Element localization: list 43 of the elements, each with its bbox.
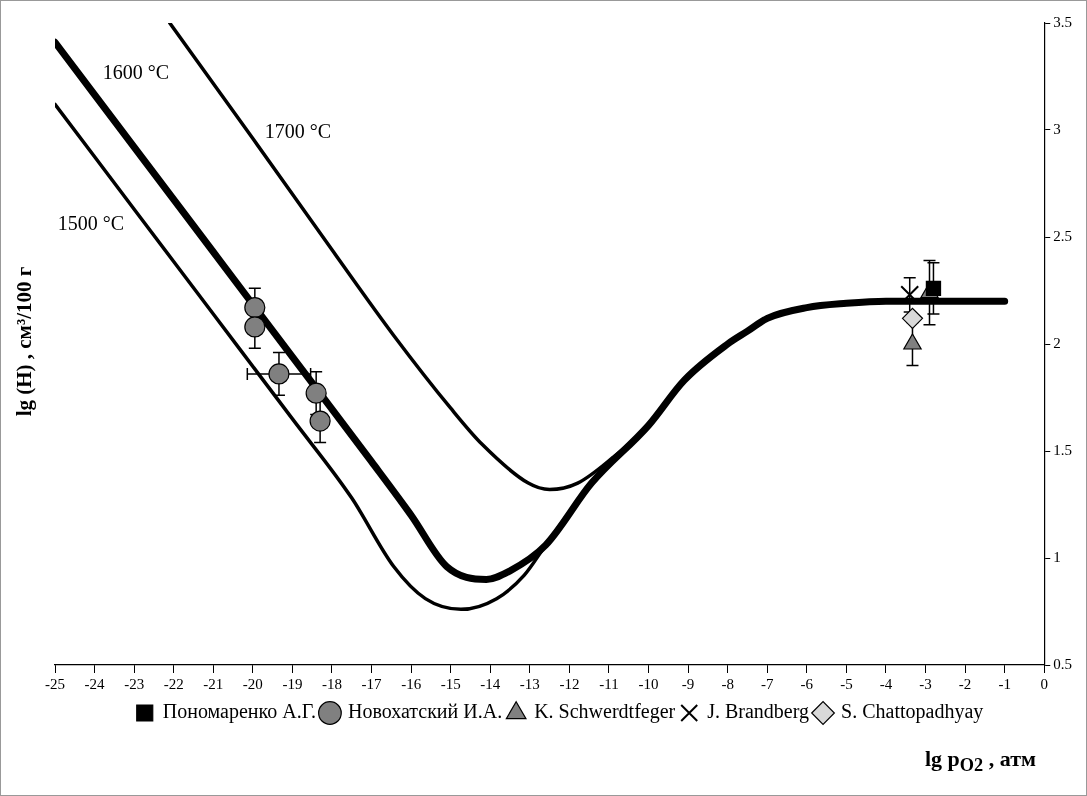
legend-label: S. Chattopadhyay [841,700,984,724]
x-tick-label: -15 [440,675,461,692]
y-tick-label: 1 [1053,548,1061,565]
x-tick-label: -24 [84,675,106,692]
x-tick-label: -18 [321,675,342,692]
x-tick-label: -16 [401,675,422,692]
y-tick-label: 3 [1053,120,1061,137]
x-tick-label: -10 [638,675,659,692]
x-tick-label: -20 [242,675,263,692]
legend-label: K. Schwerdtfeger [534,700,676,724]
x-tick-label: -6 [800,675,814,692]
x-tick-label: -4 [879,675,893,692]
y-tick-label: 1.5 [1053,441,1072,458]
x-tick-label: -9 [681,675,695,692]
y-axis-title: lg (H) , см³/100 г [12,266,38,416]
x-tick-label: -13 [519,675,540,692]
series-label: 1600 °C [102,60,170,83]
x-tick-label: -8 [721,675,734,692]
y-tick-label: 2 [1053,334,1061,351]
legend-label: J. Brandberg [707,700,810,724]
x-tick-label: -1 [998,675,1011,692]
x-tick-label: -19 [282,675,303,692]
x-tick-label: -22 [163,675,184,692]
x-tick-label: -2 [958,675,972,692]
x-tick-label: -3 [919,675,932,692]
x-tick-label: -17 [361,675,383,692]
x-tick-label: -7 [761,675,775,692]
x-tick-label: 0 [1040,675,1048,692]
x-tick-label: -23 [124,675,145,692]
y-tick-label: 3.5 [1053,13,1072,30]
legend-label: Новохатский И.А. [347,700,503,723]
y-tick-label: 0.5 [1053,655,1072,672]
x-tick-label: -11 [599,675,619,692]
x-tick-label: -12 [559,675,580,692]
x-axis-title: lg p$_{O2}$ , атм [924,746,1036,777]
x-tick-label: -25 [45,675,65,692]
series-label: 1500 °C [57,212,125,235]
legend-label: Пономаренко А.Г. [162,700,316,724]
x-tick-label: -21 [203,675,224,692]
series-label: 1700 °C [264,120,332,143]
x-tick-label: -14 [480,675,501,692]
y-tick-label: 2.5 [1053,227,1072,244]
x-tick-label: -5 [840,675,853,692]
